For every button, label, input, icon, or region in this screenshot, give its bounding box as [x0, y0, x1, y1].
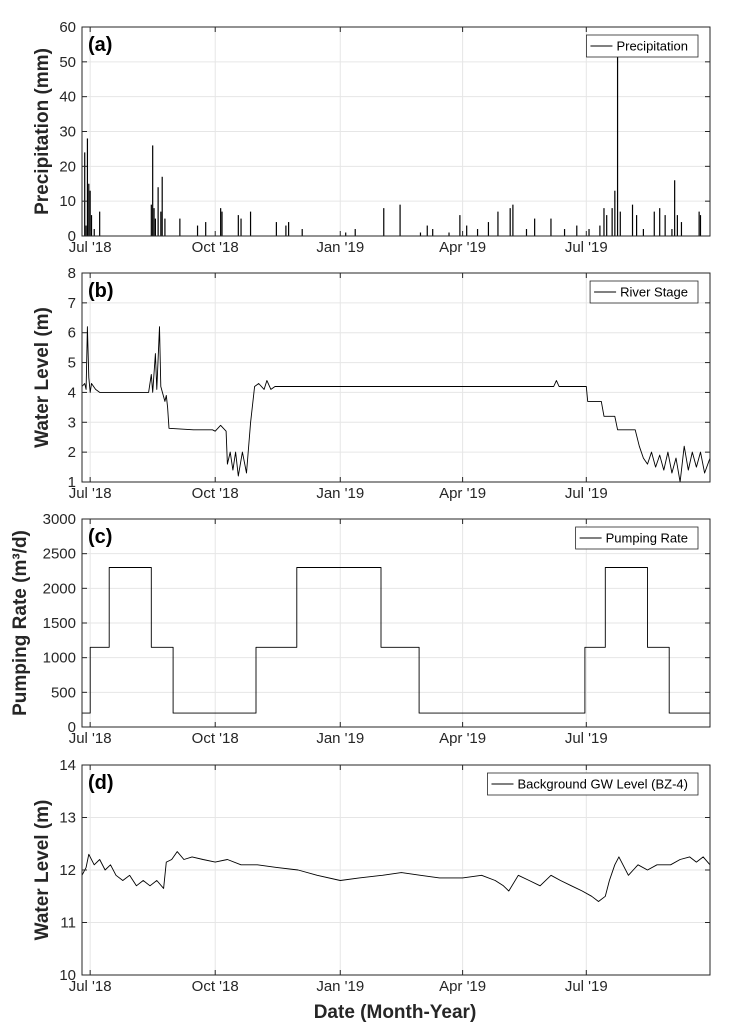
y-tick-label: 3000: [43, 511, 76, 528]
legend-label: Precipitation: [616, 39, 688, 54]
panel-label: (c): [88, 526, 112, 548]
x-tick-label: Jul '19: [565, 239, 608, 256]
y-tick-label: 30: [59, 124, 76, 141]
legend-box: [589, 280, 699, 304]
legend-box: [575, 526, 699, 550]
x-tick-label: Jan '19: [316, 239, 364, 256]
x-tick-label: Jul '18: [69, 978, 112, 995]
x-tick-label: Apr '19: [439, 978, 486, 995]
plot-area: [82, 273, 710, 482]
y-tick-label: 20: [59, 158, 76, 175]
y-axis-label: Water Level (m): [32, 800, 53, 941]
y-axis-label: Water Level (m): [32, 307, 53, 448]
x-tick-label: Jul '19: [565, 485, 608, 502]
y-tick-label: 1500: [43, 615, 76, 632]
panel-label: (d): [88, 772, 114, 794]
panel-a-precipitation: Jul '18 Oct '18 Jan '19 Apr '19 Jul '19 0 10 20…: [32, 19, 711, 256]
y-tick-label: 2500: [43, 546, 76, 563]
legend: Precipitation: [586, 34, 699, 58]
y-tick-label: 14: [59, 757, 76, 774]
y-axis-label: Pumping Rate (m³/d): [10, 530, 31, 716]
x-tick-label: Oct '18: [192, 730, 239, 747]
panel-d-groundwater-level: Jul '18 Oct '18 Jan '19 Apr '19 Jul '19 10 11 1…: [32, 757, 711, 995]
series-line: [82, 567, 710, 714]
panel-b-river-stage: Jul '18 Oct '18 Jan '19 Apr '19 Jul '19 1 2 3 4 5…: [32, 265, 711, 502]
x-tick-label: Jan '19: [316, 978, 364, 995]
y-tick-label: 7: [68, 295, 76, 312]
y-tick-label: 0: [68, 228, 76, 245]
x-tick-label: Apr '19: [439, 485, 486, 502]
x-tick-label: Jan '19: [316, 485, 364, 502]
y-tick-label: 5: [68, 355, 76, 372]
y-axis-label: Precipitation (mm): [32, 48, 53, 215]
legend-label: Background GW Level (BZ-4): [517, 777, 688, 792]
y-tick-label: 60: [59, 19, 76, 36]
y-tick-label: 1: [68, 474, 76, 491]
legend-box: [586, 34, 699, 58]
x-tick-label: Oct '18: [192, 978, 239, 995]
y-tick-label: 2000: [43, 580, 76, 597]
series-line: [81, 326, 711, 483]
legend: River Stage: [589, 280, 699, 304]
panel-label: (a): [88, 34, 112, 56]
legend: Pumping Rate: [575, 526, 699, 550]
legend-label: Pumping Rate: [606, 531, 688, 546]
x-tick-label: Jul '19: [565, 730, 608, 747]
y-tick-label: 500: [51, 684, 76, 701]
x-tick-label: Oct '18: [192, 485, 239, 502]
y-tick-label: 8: [68, 265, 76, 282]
x-tick-label: Jul '18: [69, 730, 112, 747]
y-tick-label: 2: [68, 444, 76, 461]
figure-x-axis-label: Date (Month-Year): [314, 1002, 477, 1023]
x-tick-label: Apr '19: [439, 730, 486, 747]
panel-c-pumping-rate: Jul '18 Oct '18 Jan '19 Apr '19 Jul '19 0 500 1…: [10, 511, 711, 747]
series-line: [81, 851, 711, 902]
x-tick-label: Oct '18: [192, 239, 239, 256]
x-tick-label: Apr '19: [439, 239, 486, 256]
y-tick-label: 10: [59, 967, 76, 984]
y-tick-label: 12: [59, 862, 76, 879]
panel-label: (b): [88, 280, 114, 302]
legend: Background GW Level (BZ-4): [487, 772, 699, 796]
x-tick-label: Jul '18: [69, 485, 112, 502]
legend-box: [487, 772, 699, 796]
y-tick-label: 10: [59, 193, 76, 210]
axes-box: [81, 272, 711, 483]
x-tick-label: Jul '18: [69, 239, 112, 256]
y-tick-label: 0: [68, 719, 76, 736]
y-tick-label: 3: [68, 414, 76, 431]
y-tick-label: 13: [59, 810, 76, 827]
y-tick-label: 11: [60, 915, 76, 932]
y-tick-label: 4: [68, 384, 76, 401]
x-tick-label: Jan '19: [316, 730, 364, 747]
legend-label: River Stage: [620, 285, 688, 300]
x-tick-label: Jul '19: [565, 978, 608, 995]
y-tick-label: 50: [59, 54, 76, 71]
y-tick-label: 6: [68, 325, 76, 342]
y-tick-label: 40: [59, 89, 76, 106]
y-tick-label: 1000: [43, 650, 76, 667]
